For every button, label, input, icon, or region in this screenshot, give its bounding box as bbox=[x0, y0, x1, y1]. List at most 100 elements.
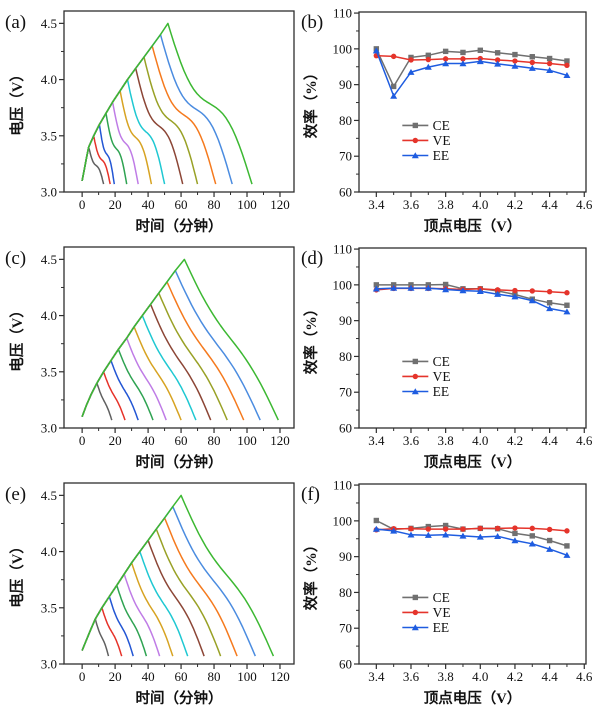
y-tick-label: 4.5 bbox=[41, 488, 57, 503]
charge-discharge-curve bbox=[81, 22, 253, 185]
x-tick-label: 4.6 bbox=[576, 669, 593, 684]
y-tick-label: 100 bbox=[333, 513, 353, 528]
series-marker-ce bbox=[425, 52, 432, 59]
series-marker-ce bbox=[512, 530, 518, 537]
y-tick-label: 3.0 bbox=[41, 657, 57, 672]
y-tick-label: 3.5 bbox=[41, 364, 57, 379]
series-line-ee bbox=[376, 528, 568, 556]
y-tick-label: 100 bbox=[333, 277, 353, 292]
series-marker-ee bbox=[511, 537, 519, 544]
panel-label: (b) bbox=[301, 12, 323, 33]
series-marker-ve bbox=[408, 57, 414, 63]
series-line-ee bbox=[375, 50, 568, 98]
y-tick-label: 60 bbox=[339, 657, 352, 672]
legend-label-ce: CE bbox=[433, 590, 450, 605]
charge-discharge-curve bbox=[81, 359, 139, 421]
x-tick-label: 4.0 bbox=[472, 669, 488, 684]
series-marker-ee bbox=[546, 67, 554, 74]
series-marker-ve bbox=[477, 525, 483, 532]
series-marker-ve bbox=[512, 287, 518, 294]
y-tick-label: 70 bbox=[339, 621, 352, 636]
y-tick-label: 60 bbox=[339, 185, 352, 200]
x-tick-label: 40 bbox=[142, 433, 155, 448]
y-axis-title: 电压（V） bbox=[8, 539, 26, 607]
series-marker-ee bbox=[442, 286, 450, 293]
x-tick-label: 60 bbox=[175, 669, 188, 684]
series-marker-ee bbox=[459, 287, 467, 294]
y-tick-label: 110 bbox=[333, 6, 352, 21]
series-line-ce bbox=[375, 48, 568, 89]
series-marker-ve bbox=[564, 528, 570, 534]
x-tick-label: 4.2 bbox=[507, 197, 523, 212]
charge-discharge-curve bbox=[81, 56, 199, 185]
charge-discharge-curve bbox=[81, 45, 217, 185]
x-tick-label: 60 bbox=[175, 197, 188, 212]
x-axis-title: 顶点电压（V） bbox=[424, 453, 521, 471]
series-line-ve bbox=[376, 527, 567, 532]
axis-frame bbox=[63, 10, 295, 193]
panel-f: 3.4 3.6 3.8 4.0 4.2 4.4 4.6 60 70 80 90 100 110 顶点电压（… bbox=[300, 472, 600, 708]
y-tick-label: 70 bbox=[339, 149, 352, 164]
y-tick-label: 3.0 bbox=[41, 421, 57, 436]
chart-voltage-time-a: 0 20 40 60 80 100 120 3.0 3.5 4.0 4.5 时间（分钟） 电压（V） (a… bbox=[5, 10, 295, 235]
axis-frame bbox=[358, 11, 587, 193]
series-marker-ve bbox=[494, 525, 501, 532]
series-marker-ce bbox=[546, 55, 553, 62]
series-marker-ee bbox=[528, 297, 536, 304]
y-tick-label: 4.5 bbox=[41, 16, 57, 31]
y-tick-label: 4.0 bbox=[41, 72, 57, 87]
series-marker-ve bbox=[529, 525, 535, 532]
series-marker-ee bbox=[459, 60, 467, 67]
series-marker-ee bbox=[407, 531, 415, 538]
series-marker-ee bbox=[407, 68, 415, 75]
series-marker-ce bbox=[512, 51, 518, 58]
axis-frame bbox=[358, 483, 587, 665]
legend-marker-ce bbox=[412, 358, 419, 365]
x-tick-label: 120 bbox=[270, 433, 290, 448]
x-tick-label: 20 bbox=[109, 669, 122, 684]
charge-discharge-curve bbox=[81, 595, 134, 657]
series-marker-ee bbox=[528, 540, 536, 547]
x-tick-label: 3.6 bbox=[403, 197, 420, 212]
legend-label-ee: EE bbox=[433, 620, 450, 635]
axis-frame bbox=[358, 247, 587, 429]
series-marker-ve bbox=[425, 56, 432, 63]
legend-marker-ve bbox=[412, 373, 419, 380]
series-marker-ee bbox=[528, 64, 536, 71]
x-axis-title: 时间（分钟） bbox=[136, 217, 223, 235]
x-tick-label: 4.4 bbox=[541, 197, 558, 212]
y-tick-label: 90 bbox=[339, 77, 352, 92]
series-marker-ve bbox=[512, 58, 518, 64]
series-marker-ce bbox=[529, 533, 535, 539]
x-tick-label: 3.8 bbox=[438, 669, 454, 684]
y-axis-title: 效率（%） bbox=[302, 538, 320, 611]
series-marker-ce bbox=[564, 302, 570, 308]
series-marker-ce bbox=[442, 281, 449, 288]
chart-efficiency-b: 3.4 3.6 3.8 4.0 4.2 4.4 4.6 60 70 80 90 100 110 顶点电压（… bbox=[301, 6, 593, 235]
legend-marker-ee bbox=[411, 152, 419, 159]
series-marker-ce bbox=[529, 54, 535, 60]
series-marker-ve bbox=[529, 59, 535, 66]
x-tick-label: 3.4 bbox=[368, 433, 385, 448]
charge-discharge-curve bbox=[81, 337, 167, 421]
series-marker-ve bbox=[529, 288, 535, 294]
legend-label-ee: EE bbox=[433, 384, 450, 399]
panel-a: 0 20 40 60 80 100 120 3.0 3.5 4.0 4.5 时间（分钟） 电压（V） (a… bbox=[0, 0, 300, 236]
x-tick-label: 3.8 bbox=[438, 197, 454, 212]
series-line-ee bbox=[376, 287, 568, 313]
charge-discharge-curve bbox=[81, 326, 182, 421]
legend-marker-ve bbox=[412, 137, 419, 144]
charge-discharge-curve bbox=[81, 494, 275, 657]
x-tick-label: 40 bbox=[142, 669, 155, 684]
y-tick-label: 80 bbox=[339, 113, 352, 128]
series-marker-ve bbox=[494, 57, 501, 63]
series-marker-ce bbox=[546, 537, 553, 544]
series-marker-ee bbox=[407, 284, 415, 291]
charge-discharge-curve bbox=[81, 371, 126, 421]
series-marker-ee bbox=[476, 58, 484, 65]
series-marker-ee bbox=[546, 305, 554, 312]
series-marker-ee bbox=[511, 62, 519, 69]
series-line-ve bbox=[376, 54, 567, 67]
x-tick-label: 80 bbox=[208, 433, 221, 448]
series-marker-ee bbox=[442, 60, 450, 67]
